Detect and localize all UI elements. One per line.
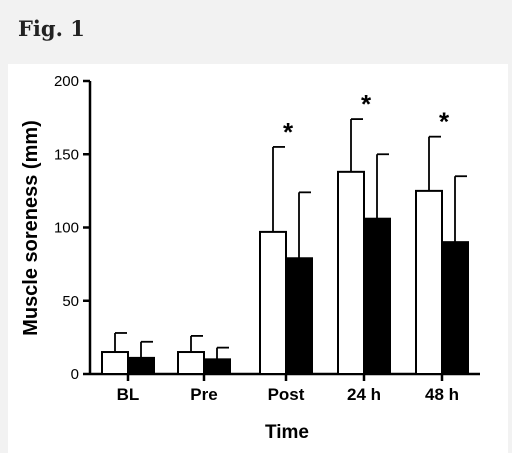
bar xyxy=(363,217,391,375)
y-tick-label: 200 xyxy=(54,73,79,90)
chart-axes: 0 50 100 150 200 BL Pre Post 24 h 48 h xyxy=(54,73,480,404)
significance-marker: * xyxy=(439,107,450,137)
y-tick-label: 150 xyxy=(54,146,79,163)
bar xyxy=(415,189,443,375)
bar xyxy=(285,257,313,376)
x-tick-label: Post xyxy=(268,385,305,404)
x-axis-label: Time xyxy=(265,422,309,443)
bar xyxy=(177,351,205,375)
bar xyxy=(337,170,365,375)
y-tick-label: 0 xyxy=(71,366,79,383)
bar xyxy=(101,351,129,375)
y-tick-label: 50 xyxy=(62,293,79,310)
x-tick-label: Pre xyxy=(190,385,217,404)
bar xyxy=(203,358,231,376)
significance-marker: * xyxy=(361,89,372,119)
figure-title: Fig. 1 xyxy=(18,16,85,41)
bar xyxy=(127,356,155,376)
y-axis-label: Muscle soreness (mm) xyxy=(20,120,42,336)
x-tick-label: 24 h xyxy=(347,385,381,404)
bar xyxy=(441,241,469,375)
x-tick-label: BL xyxy=(117,385,140,404)
y-tick-label: 100 xyxy=(54,220,79,237)
significance-marker: * xyxy=(283,117,294,147)
x-tick-label: 48 h xyxy=(425,385,459,404)
chart-bars: * * * xyxy=(101,89,469,376)
bar xyxy=(259,230,287,375)
